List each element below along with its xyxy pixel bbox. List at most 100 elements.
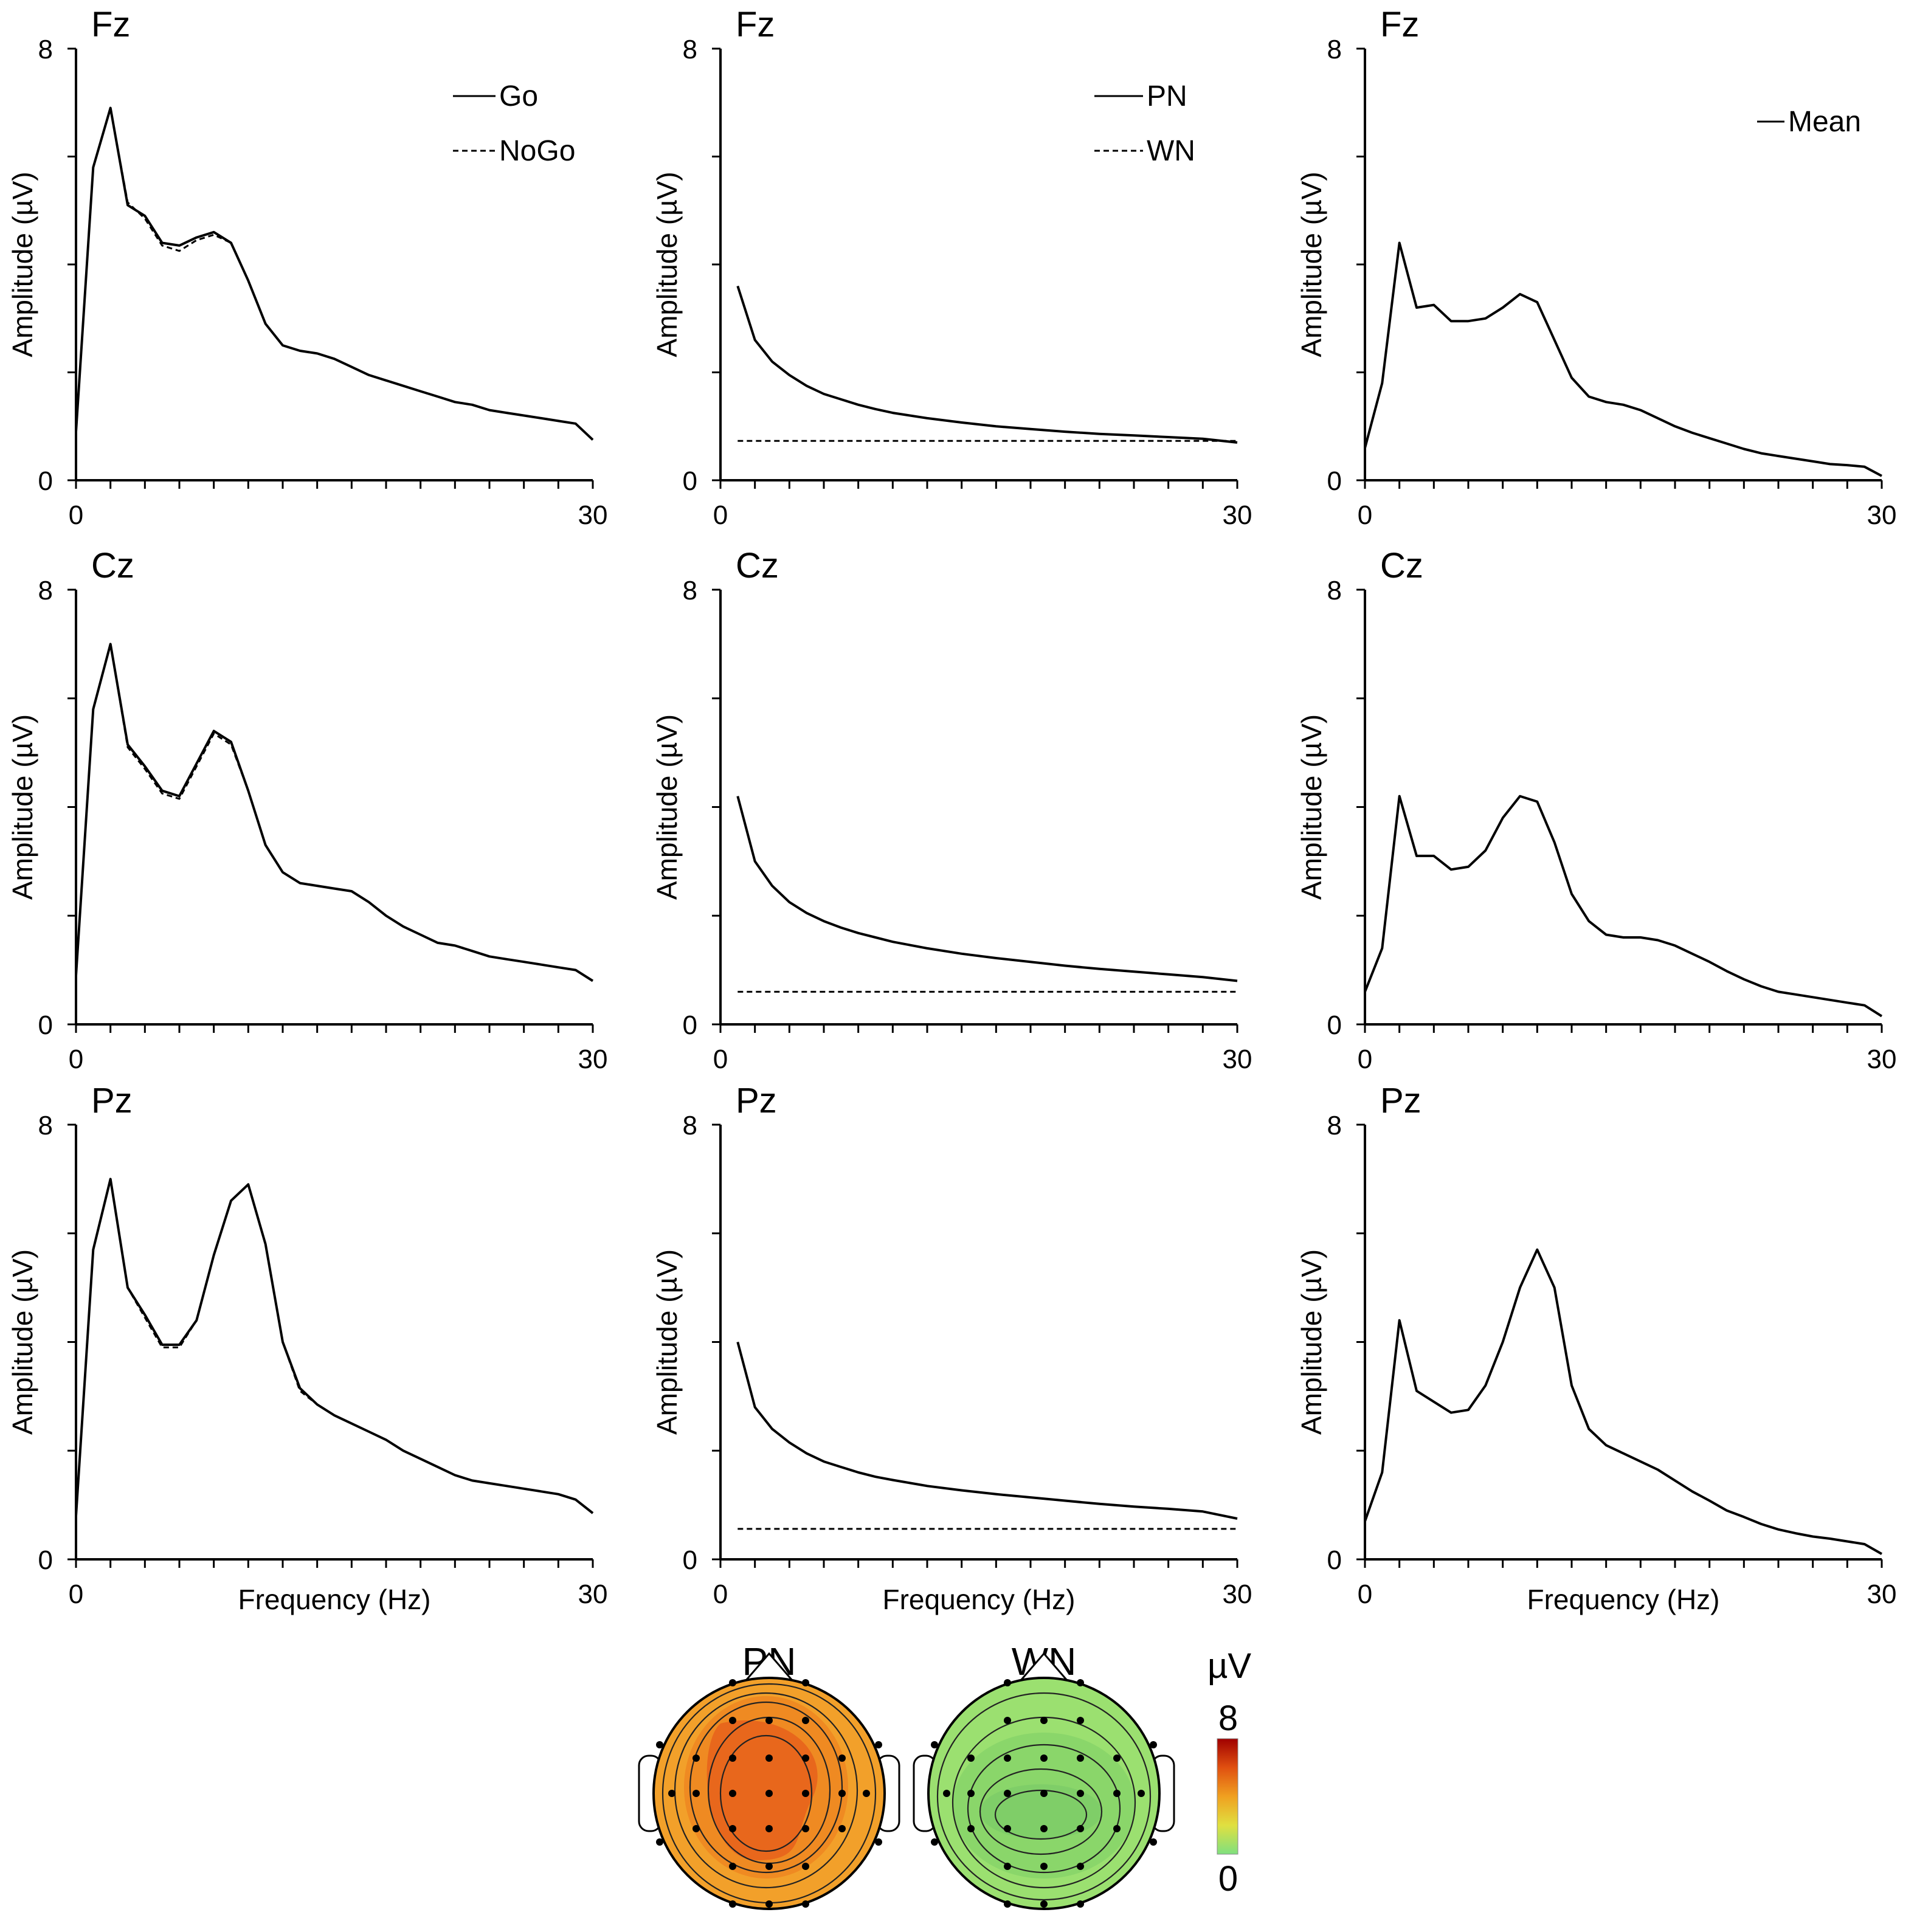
legend-label-wn: WN bbox=[1147, 135, 1195, 167]
y-tick-label: 0 bbox=[1327, 1545, 1342, 1575]
topomap-wn: WN bbox=[913, 1640, 1175, 1910]
electrode-dot bbox=[802, 1790, 809, 1797]
electrode-dot bbox=[765, 1900, 773, 1908]
electrode-dot bbox=[802, 1900, 809, 1908]
x-axis-label: Frequency (Hz) bbox=[883, 1584, 1076, 1615]
y-axis-label: Amplitude (µV) bbox=[7, 1249, 38, 1435]
contour-line bbox=[674, 1692, 858, 1889]
topomap-peak-region bbox=[980, 1784, 1102, 1839]
panel-title: Fz bbox=[736, 5, 775, 44]
electrode-dot bbox=[693, 1790, 700, 1797]
electrode-dot bbox=[1138, 1790, 1145, 1797]
electrode-dot bbox=[1004, 1900, 1011, 1908]
electrode-dot bbox=[765, 1863, 773, 1870]
y-tick-label: 8 bbox=[38, 35, 53, 64]
x-tick-label: 30 bbox=[578, 500, 608, 530]
panel-cz-4: 0 8 0 30 Cz Amplitude (µV) bbox=[7, 546, 607, 1074]
y-axis-label: Amplitude (µV) bbox=[1296, 714, 1327, 900]
panel-fz-1: 0 8 0 30 Fz Amplitude (µV) Go NoGo bbox=[7, 5, 607, 530]
panel-title: Pz bbox=[91, 1081, 133, 1120]
y-axis-label: Amplitude (µV) bbox=[7, 714, 38, 900]
electrode-dot bbox=[729, 1790, 736, 1797]
x-axis-label: Frequency (Hz) bbox=[238, 1584, 431, 1615]
contour-line bbox=[936, 1692, 1152, 1901]
legend-label-nogo: NoGo bbox=[499, 135, 575, 167]
x-tick-label: 0 bbox=[713, 500, 728, 530]
electrode-dot bbox=[1040, 1754, 1048, 1762]
electrode-dot bbox=[729, 1717, 736, 1724]
electrode-dot bbox=[931, 1838, 938, 1846]
electrode-dot bbox=[1113, 1790, 1121, 1797]
y-axis-label: Amplitude (µV) bbox=[651, 171, 683, 357]
x-tick-label: 0 bbox=[69, 1044, 83, 1074]
x-tick-label: 30 bbox=[1867, 1044, 1897, 1074]
electrode-dot bbox=[1077, 1900, 1084, 1908]
electrode-dot bbox=[875, 1838, 882, 1846]
electrode-dot bbox=[1077, 1679, 1084, 1686]
electrode-dot bbox=[729, 1825, 736, 1832]
panel-pz-7: 0 8 0 30 Pz Amplitude (µV) Frequency (Hz) bbox=[7, 1081, 607, 1615]
electrode-dot bbox=[838, 1825, 846, 1832]
electrode-dot bbox=[1113, 1754, 1121, 1762]
topomap-pn: PN bbox=[638, 1640, 900, 1910]
panel-title: Pz bbox=[1380, 1081, 1421, 1120]
panel-title: Cz bbox=[736, 546, 779, 585]
panel-title: Cz bbox=[91, 546, 134, 585]
electrode-dot bbox=[802, 1754, 809, 1762]
x-axis-label: Frequency (Hz) bbox=[1527, 1584, 1720, 1615]
y-tick-label: 0 bbox=[1327, 1010, 1342, 1040]
panel-title: Fz bbox=[1380, 5, 1419, 44]
contour-line bbox=[967, 1744, 1121, 1874]
x-tick-label: 30 bbox=[1223, 1579, 1252, 1609]
electrode-dot bbox=[765, 1754, 773, 1762]
x-tick-label: 30 bbox=[1867, 1579, 1897, 1609]
electrode-dot bbox=[802, 1863, 809, 1870]
head-outline bbox=[927, 1677, 1161, 1910]
x-tick-label: 30 bbox=[1223, 1044, 1252, 1074]
y-tick-label: 0 bbox=[38, 1010, 53, 1040]
panel-cz-5: 0 8 0 30 Cz Amplitude (µV) bbox=[651, 546, 1252, 1074]
x-tick-label: 0 bbox=[1358, 500, 1372, 530]
y-axis-label: Amplitude (µV) bbox=[1296, 171, 1327, 357]
series-line-go bbox=[75, 1178, 594, 1516]
legend-label-go: Go bbox=[499, 80, 538, 112]
y-tick-label: 0 bbox=[683, 466, 697, 496]
electrode-dot bbox=[802, 1717, 809, 1724]
series-line-mean bbox=[1364, 241, 1882, 477]
electrode-dot bbox=[656, 1838, 663, 1846]
series-line-mean bbox=[1364, 795, 1883, 1018]
electrode-dot bbox=[1077, 1825, 1084, 1832]
head-outline bbox=[652, 1677, 886, 1910]
electrode-dot bbox=[838, 1790, 846, 1797]
y-tick-label: 0 bbox=[1327, 466, 1342, 496]
x-tick-label: 0 bbox=[69, 1579, 83, 1609]
y-tick-label: 8 bbox=[683, 35, 697, 64]
y-axis-label: Amplitude (µV) bbox=[7, 171, 38, 357]
colorbar-max-label: 8 bbox=[1218, 1699, 1238, 1738]
electrode-dot bbox=[1004, 1790, 1011, 1797]
series-line-nogo bbox=[75, 1178, 593, 1516]
electrode-dot bbox=[765, 1825, 773, 1832]
y-tick-label: 8 bbox=[683, 1111, 697, 1140]
electrode-dot bbox=[802, 1679, 809, 1686]
panel-pz-9: 0 8 0 30 Pz Amplitude (µV) Frequency (Hz) bbox=[1296, 1081, 1896, 1615]
electrode-dot bbox=[729, 1900, 736, 1908]
electrode-dot bbox=[693, 1825, 700, 1832]
x-tick-label: 0 bbox=[713, 1579, 728, 1609]
series-line-nogo bbox=[75, 107, 594, 441]
panel-fz-3: 0 8 0 30 Fz Amplitude (µV) Mean bbox=[1296, 5, 1896, 530]
electrode-dot bbox=[1040, 1717, 1048, 1724]
series-line-pn bbox=[736, 285, 1238, 444]
x-tick-label: 0 bbox=[713, 1044, 728, 1074]
electrode-dot bbox=[729, 1754, 736, 1762]
electrode-dot bbox=[1077, 1863, 1084, 1870]
electrode-dot bbox=[656, 1741, 663, 1748]
panel-title: Pz bbox=[736, 1081, 777, 1120]
electrode-dot bbox=[729, 1679, 736, 1686]
y-tick-label: 0 bbox=[38, 1545, 53, 1575]
electrode-dot bbox=[765, 1790, 773, 1797]
series-line-nogo bbox=[75, 643, 593, 982]
x-tick-label: 0 bbox=[69, 500, 83, 530]
colorbar-unit: µV bbox=[1207, 1646, 1251, 1686]
electrode-dot bbox=[943, 1790, 950, 1797]
